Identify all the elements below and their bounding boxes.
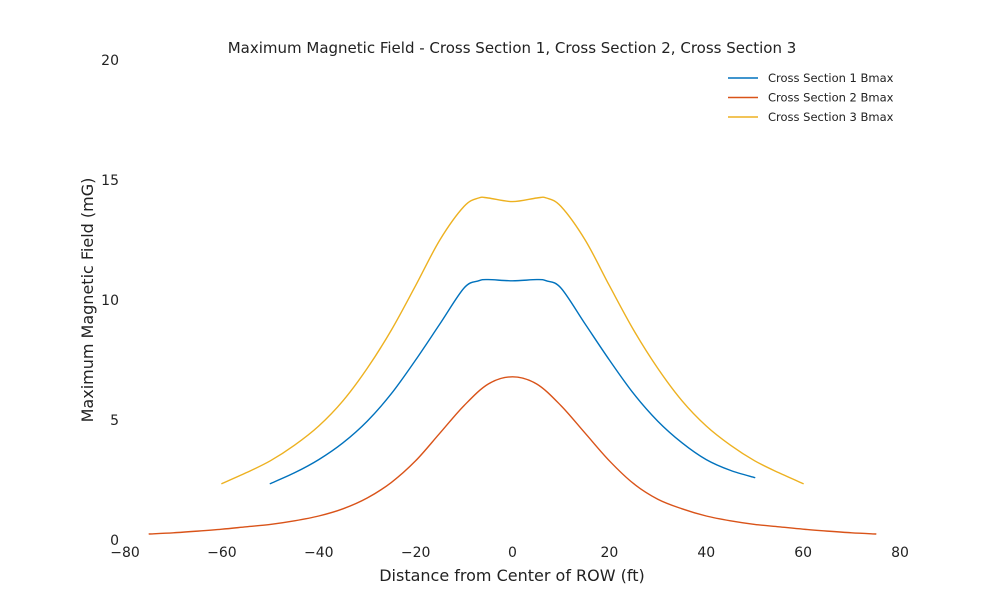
y-axis-label: Maximum Magnetic Field (mG) (78, 178, 97, 423)
y-tick-label: 5 (110, 413, 119, 429)
y-tick-label: 0 (110, 533, 119, 549)
series-line-cross-section-3 (221, 196, 804, 485)
series-lines (148, 196, 877, 535)
series-line-cross-section-2 (148, 376, 877, 535)
x-tick-label: −80 (110, 545, 140, 561)
legend: Cross Section 1 Bmax Cross Section 2 Bmax… (728, 71, 894, 124)
legend-item: Cross Section 3 Bmax (728, 110, 894, 124)
y-tick-label: 20 (101, 53, 119, 69)
legend-label: Cross Section 2 Bmax (768, 91, 894, 105)
x-tick-label: 20 (600, 545, 618, 561)
chart-title: Maximum Magnetic Field - Cross Section 1… (228, 39, 797, 57)
x-tick-label: 80 (891, 545, 909, 561)
y-axis-ticks: 0 5 10 15 20 (101, 53, 119, 549)
x-tick-label: 40 (697, 545, 715, 561)
x-tick-label: 60 (794, 545, 812, 561)
x-tick-label: −20 (401, 545, 431, 561)
legend-item: Cross Section 2 Bmax (728, 91, 894, 105)
x-axis-label: Distance from Center of ROW (ft) (379, 566, 645, 585)
x-axis-ticks: −80 −60 −40 −20 0 20 40 60 80 (110, 545, 909, 561)
y-tick-label: 10 (101, 293, 119, 309)
legend-label: Cross Section 1 Bmax (768, 71, 894, 85)
series-line-cross-section-1 (269, 278, 756, 485)
x-tick-label: 0 (508, 545, 517, 561)
y-tick-label: 15 (101, 173, 119, 189)
x-tick-label: −40 (304, 545, 334, 561)
legend-item: Cross Section 1 Bmax (728, 71, 894, 85)
legend-label: Cross Section 3 Bmax (768, 110, 894, 124)
x-tick-label: −60 (207, 545, 237, 561)
